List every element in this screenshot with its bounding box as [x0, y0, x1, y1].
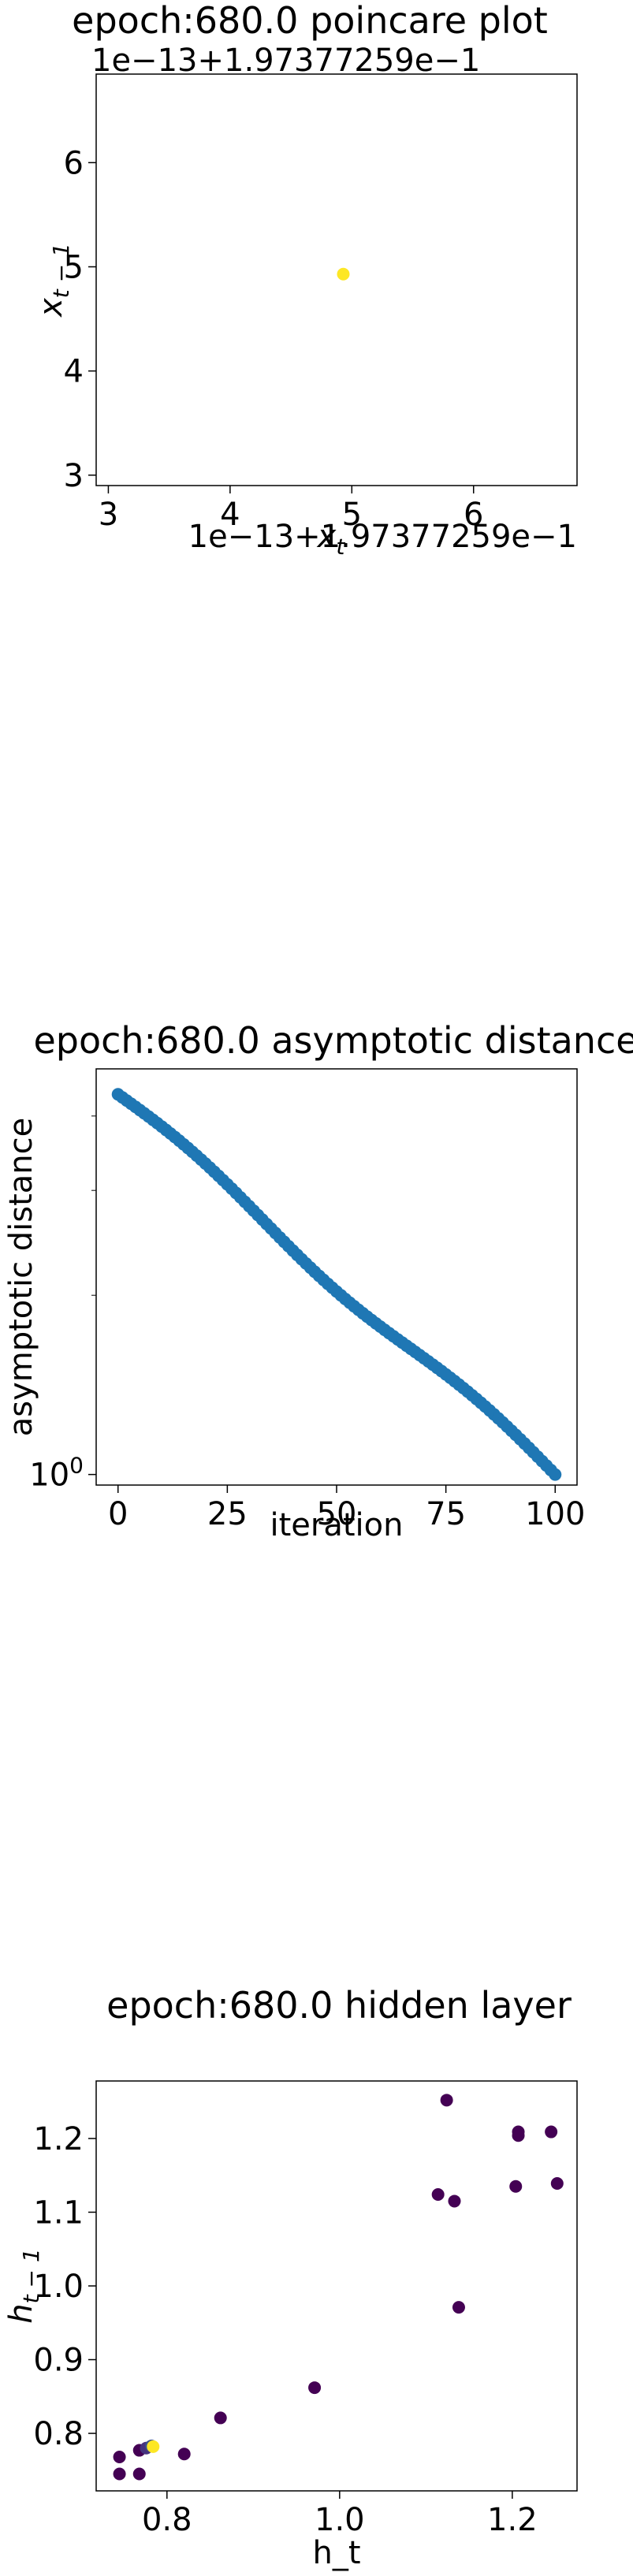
- data-point: [549, 1468, 562, 1481]
- data-point: [545, 2125, 558, 2139]
- x-tick-label: 4: [220, 497, 240, 533]
- x-axis-label-sub: t: [336, 534, 345, 560]
- x-tick-label: 25: [207, 1496, 248, 1532]
- x-axis-label: h_t: [312, 2535, 360, 2571]
- y-tick-label: 1.0: [33, 2269, 84, 2305]
- y-tick-label-base: 10: [29, 1457, 69, 1494]
- x-ticks: 0 25 50 75 100: [108, 1485, 585, 1532]
- y-axis-label-sub: t − 1: [48, 243, 74, 298]
- y-ticks: 0.8 0.9 1.0 1.1 1.2: [33, 2121, 96, 2452]
- x-axis-label-base: x: [316, 519, 337, 555]
- plot-area: [95, 73, 578, 486]
- points: [111, 1088, 562, 1481]
- y-axis-label-sub: t − 1: [18, 2248, 44, 2303]
- y-tick-label: 3: [64, 458, 84, 494]
- x-tick-label: 6: [464, 497, 483, 533]
- x-tick-label: 1.0: [315, 2502, 365, 2538]
- x-tick-label: 100: [525, 1496, 585, 1532]
- x-tick-label: 0: [108, 1496, 128, 1532]
- data-point: [512, 2125, 525, 2139]
- y-tick-label: 100: [29, 1453, 84, 1494]
- data-point: [308, 2381, 322, 2395]
- x-ticks: 0.8 1.0 1.2: [142, 2491, 538, 2538]
- y-axis-label: asymptotic distance: [3, 1118, 39, 1437]
- x-tick-label: 50: [317, 1496, 357, 1532]
- chart-title: epoch:680.0 poincare plot: [72, 0, 548, 42]
- x-axis-label: iteration: [270, 1507, 404, 1543]
- data-point: [113, 2450, 126, 2463]
- x-tick-label: 75: [426, 1496, 466, 1532]
- y-tick-label: 0.9: [33, 2343, 84, 2379]
- data-point: [132, 2467, 146, 2481]
- hidden-layer-chart: epoch:680.0 hidden layer 0.8 1.0 1.2 0.80.…: [3, 1984, 578, 2571]
- y-tick-label: 4: [64, 354, 84, 390]
- y-offset-label: 1e−13+1.97377259e−1: [91, 43, 480, 79]
- data-point: [431, 2188, 445, 2202]
- data-point: [448, 2194, 461, 2208]
- data-point: [177, 2448, 191, 2461]
- x-tick-label: 1.2: [487, 2502, 538, 2538]
- chart-title: epoch:680.0 hidden layer: [106, 1984, 572, 2027]
- poincare-plot-chart: epoch:680.0 poincare plot 1e−13+1.973772…: [33, 0, 578, 560]
- y-tick-label: 1.2: [33, 2121, 84, 2157]
- y-tick-label-exponent: 0: [69, 1453, 84, 1479]
- data-point: [113, 2467, 126, 2481]
- x-axis-label: xt: [316, 519, 346, 560]
- points: [337, 267, 350, 281]
- y-tick-label: 0.8: [33, 2416, 84, 2452]
- data-point: [337, 267, 350, 281]
- data-point: [214, 2411, 227, 2425]
- data-point: [509, 2180, 523, 2193]
- x-tick-label: 3: [99, 497, 118, 533]
- data-point: [440, 2094, 453, 2107]
- y-axis-label: ht − 1: [3, 2248, 44, 2323]
- data-point: [452, 2301, 465, 2314]
- asymptotic-distance-chart: epoch:680.0 asymptotic distance 0 25 50 75 1…: [3, 1019, 633, 1543]
- points: [113, 2094, 564, 2481]
- chart-title: epoch:680.0 asymptotic distance: [33, 1019, 633, 1062]
- y-tick-label: 6: [64, 145, 84, 181]
- data-point: [147, 2440, 160, 2453]
- x-tick-label: 0.8: [142, 2502, 192, 2538]
- plot-area: [95, 2080, 578, 2492]
- x-ticks: 3 4 5 6: [99, 486, 483, 533]
- y-axis-label: xt − 1: [33, 243, 74, 318]
- x-tick-label: 5: [342, 497, 362, 533]
- y-tick-label: 5: [64, 249, 84, 285]
- x-offset-label: 1e−13+1.97377259e−1: [188, 519, 577, 555]
- y-axis-label-base: h: [3, 2303, 39, 2323]
- y-tick-label: 1.1: [33, 2194, 84, 2231]
- y-ticks: 3 4 5 6: [64, 145, 96, 494]
- y-axis-label-base: x: [33, 298, 69, 318]
- y-ticks: 100: [29, 1115, 96, 1494]
- data-point: [550, 2177, 564, 2190]
